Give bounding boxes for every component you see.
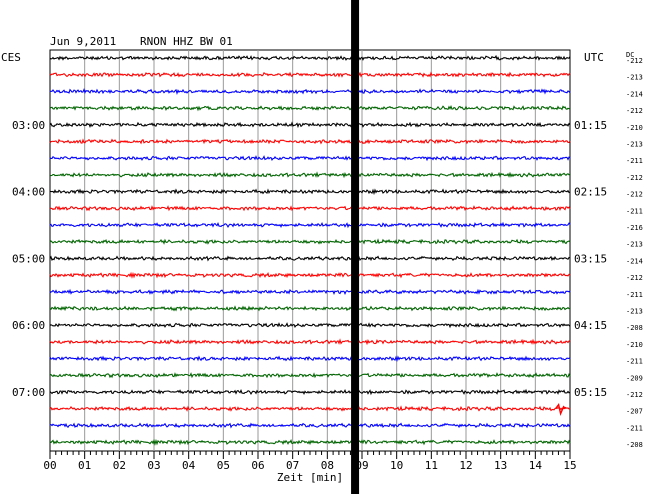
x-tick-label: 12: [459, 459, 472, 472]
dc-offset-label: -209: [626, 374, 643, 382]
dc-offset-label: -211: [626, 424, 643, 432]
seismic-trace: [49, 205, 571, 212]
dc-offset-label: -213: [626, 241, 643, 249]
seismic-event-spike: [555, 403, 567, 416]
x-tick-label: 15: [563, 459, 576, 472]
dc-offset-label: -212: [626, 174, 643, 182]
x-tick-label: 03: [147, 459, 160, 472]
dc-offset-label: -208: [626, 324, 643, 332]
x-tick-label: 14: [529, 459, 543, 472]
dc-offset-label: -207: [626, 408, 643, 416]
seismic-trace: [49, 188, 571, 196]
dc-offset-label: -213: [626, 308, 643, 316]
seismic-trace: [49, 288, 571, 296]
seismic-trace: [49, 54, 571, 61]
seismic-trace: [49, 305, 571, 312]
x-tick-label: 00: [43, 459, 56, 472]
dc-offset-label: -212: [626, 57, 643, 65]
seismic-trace: [49, 388, 571, 396]
seismic-trace: [49, 105, 571, 112]
left-hour-label: 03:00: [12, 119, 45, 132]
x-tick-label: 08: [321, 459, 334, 472]
seismic-trace: [49, 422, 571, 429]
x-tick-label: 07: [286, 459, 299, 472]
dc-offset-label: -214: [626, 90, 643, 98]
dc-offset-label: -214: [626, 257, 643, 265]
x-tick-label: 13: [494, 459, 507, 472]
dc-offset-label: -216: [626, 224, 643, 232]
left-hour-label: 04:00: [12, 186, 45, 199]
right-hour-label: 03:15: [574, 252, 607, 265]
dc-offset-label: -210: [626, 341, 643, 349]
dc-offset-label: -211: [626, 291, 643, 299]
seismic-trace: [49, 438, 571, 446]
dc-offset-label: -213: [626, 141, 643, 149]
x-tick-label: 10: [390, 459, 403, 472]
dc-offset-label: -212: [626, 191, 643, 199]
dc-header-label: DC: [626, 51, 634, 59]
dc-offset-label: -213: [626, 74, 643, 82]
right-hour-label: 04:15: [574, 319, 607, 332]
right-timezone-label: UTC: [584, 51, 604, 64]
seismic-trace: [49, 322, 571, 329]
dc-offset-label: -208: [626, 441, 643, 449]
plot-frame: [49, 49, 571, 452]
seismic-trace: [49, 221, 571, 229]
seismic-trace: [49, 271, 571, 279]
dc-offset-label: -212: [626, 391, 643, 399]
seismic-trace: [49, 71, 571, 78]
left-timezone-label: CES: [1, 51, 21, 64]
dc-offset-label: -211: [626, 207, 643, 215]
seismic-trace: [49, 338, 571, 346]
seismic-trace: [49, 355, 571, 363]
dc-offset-label: -212: [626, 107, 643, 115]
right-hour-label: 05:15: [574, 386, 607, 399]
seismic-trace: [49, 255, 571, 262]
dc-offset-label: -211: [626, 157, 643, 165]
left-hour-label: 07:00: [12, 386, 45, 399]
chart-date: Jun 9,2011: [50, 35, 116, 48]
seismic-trace: [49, 121, 571, 129]
data-gap-bar: [351, 0, 360, 494]
dc-offset-label: -211: [626, 358, 643, 366]
x-tick-label: 01: [78, 459, 91, 472]
seismic-trace: [49, 138, 571, 145]
x-tick-label: 02: [113, 459, 126, 472]
left-hour-label: 05:00: [12, 252, 45, 265]
seismic-trace: [49, 372, 571, 379]
seismic-trace: [49, 155, 571, 162]
left-hour-label: 06:00: [12, 319, 45, 332]
right-hour-label: 02:15: [574, 186, 607, 199]
x-axis-label: Zeit [min]: [277, 471, 343, 484]
x-tick-label: 11: [425, 459, 438, 472]
right-hour-label: 01:15: [574, 119, 607, 132]
dc-offset-label: -210: [626, 124, 643, 132]
chart-station: RNON HHZ BW 01: [140, 35, 233, 48]
x-tick-label: 05: [217, 459, 230, 472]
dc-offset-label: -212: [626, 274, 643, 282]
seismic-trace: [49, 405, 571, 412]
seismic-trace: [50, 88, 571, 95]
x-tick-label: 04: [182, 459, 196, 472]
x-tick-label: 06: [251, 459, 264, 472]
seismic-trace: [49, 238, 571, 245]
seismic-trace: [49, 171, 571, 179]
